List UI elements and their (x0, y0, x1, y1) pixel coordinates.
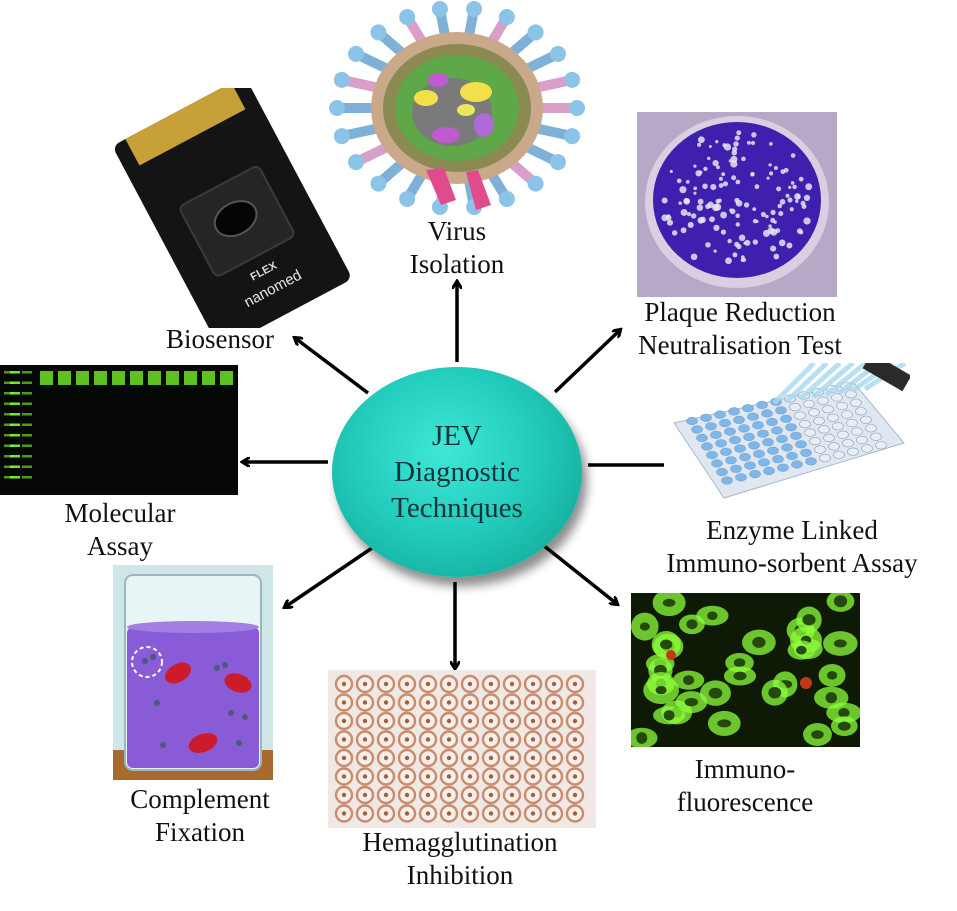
virus-image (326, 0, 588, 215)
arrow-plaque-reduction (553, 330, 620, 394)
label-virus-isolation-line2: Isolation (409, 249, 505, 279)
label-hemagglutination: Hemagglutination Inhibition (340, 826, 580, 892)
arrow-biosensor (295, 338, 370, 395)
plaque-dish-image (637, 112, 837, 297)
arrow-immunofluorescence (541, 543, 617, 604)
label-plaque-line2: Neutralisation Test (638, 330, 842, 360)
label-immunofluorescence: Immuno- fluorescence (660, 753, 830, 819)
label-molecular-line2: Assay (87, 531, 153, 561)
immunofluorescence-image (631, 593, 860, 747)
label-biosensor: Biosensor (150, 323, 290, 356)
label-virus-isolation-line1: Virus (427, 216, 487, 246)
center-hub: JEV Diagnostic Techniques (332, 367, 582, 577)
gel-electrophoresis-image (0, 365, 238, 495)
elisa-plate-image (664, 363, 910, 513)
label-plaque-reduction: Plaque Reduction Neutralisation Test (620, 296, 860, 362)
label-cf-line1: Complement (130, 784, 270, 814)
label-virus-isolation: Virus Isolation (377, 215, 537, 281)
label-biosensor-line1: Biosensor (166, 324, 274, 354)
hemagglutination-plate-image (328, 670, 596, 828)
label-hai-line2: Inhibition (406, 860, 514, 890)
arrow-complement-fixation (285, 546, 373, 607)
label-hai-line1: Hemagglutination (362, 827, 558, 857)
label-elisa-line1: Enzyme Linked (706, 515, 878, 545)
label-if-line2: fluorescence (676, 787, 814, 817)
biosensor-chip-image: FLEX nanomed (100, 88, 360, 328)
center-line-2: Diagnostic (394, 456, 520, 488)
beaker-image (113, 565, 273, 780)
label-complement-fixation: Complement Fixation (110, 783, 290, 849)
center-line-1: JEV (432, 420, 482, 452)
center-line-3: Techniques (391, 492, 523, 524)
label-plaque-line1: Plaque Reduction (644, 297, 836, 327)
label-elisa: Enzyme Linked Immuno-sorbent Assay (642, 514, 942, 580)
label-if-line1: Immuno- (694, 754, 796, 784)
label-molecular-assay: Molecular Assay (40, 497, 200, 563)
label-elisa-line2: Immuno-sorbent Assay (666, 548, 918, 578)
label-cf-line2: Fixation (154, 817, 245, 847)
label-molecular-line1: Molecular (64, 498, 176, 528)
